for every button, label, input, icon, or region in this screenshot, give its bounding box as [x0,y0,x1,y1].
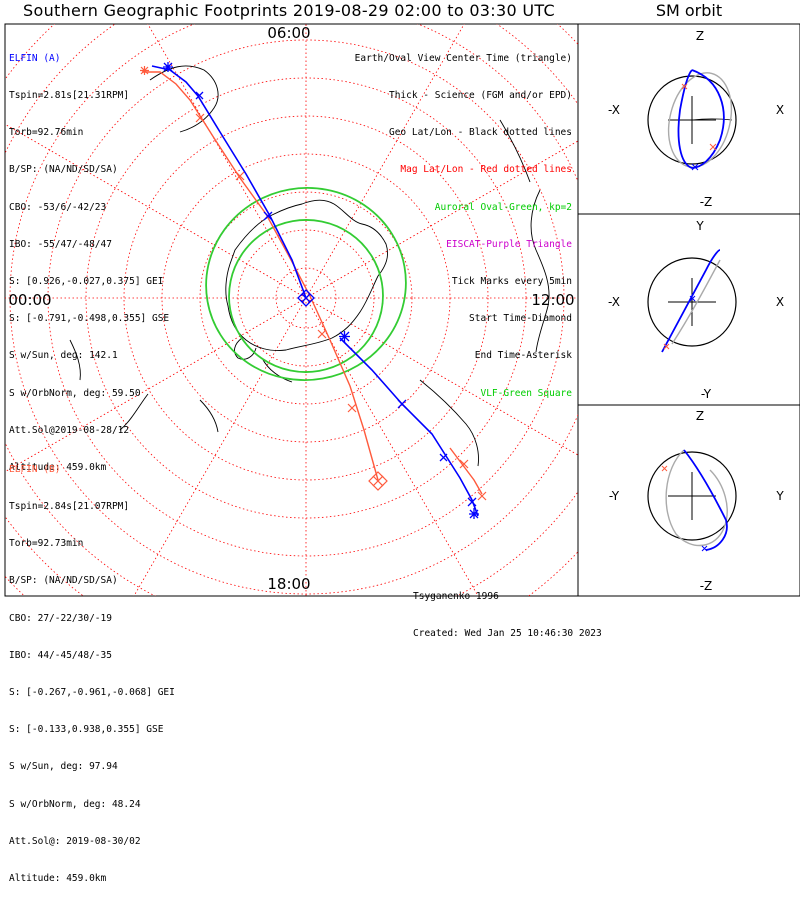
sm1-left: -X [608,103,620,117]
elfin-a-track [151,65,307,299]
legend-item: VLF-Green Square [480,387,572,399]
elfin-a-line: S: [0.926,-0.027,0.375] GEI [9,276,164,288]
elfin-a-markers [163,62,479,519]
legend-item: Geo Lat/Lon - Black dotted lines [388,127,572,139]
elfin-a-line: Altitude: 459.0km [9,462,107,474]
legend-item: Start Time-Diamond [469,313,572,325]
sm1-top: Z [696,29,704,43]
sm2-left: -X [608,295,620,309]
credits: Tsyganenko-1996 Created: Wed Jan 25 10:4… [413,566,602,653]
legend-item: Mag Lat/Lon - Red dotted lines [400,164,572,176]
elfin-b-line: IBO: 44/-45/48/-35 [9,649,112,661]
legend-item: End Time-Asterisk [474,350,572,362]
elfin-b-line: Torb=92.73min [9,538,84,550]
time-label-bottom: 18:00 [267,575,310,593]
elfin-b-name: ELFIN (B) [9,463,61,475]
elfin-a-line: B/SP: (NA/ND/SD/SA) [9,164,118,176]
elfin-a-name: ELFIN (A) [9,52,61,64]
elfin-b-line: S: [-0.267,-0.961,-0.068] GEI [9,687,175,699]
time-label-right: 12:00 [531,291,574,309]
elfin-a-line: Att.Sol@2019-08-28/12 [9,424,130,436]
grid-circle [275,267,337,329]
time-label-top: 06:00 [267,24,310,42]
elfin-a-line: S w/Sun, deg: 142.1 [9,350,118,362]
sm2-right: X [776,295,784,309]
legend-item: Auroral Oval-Green, kp=2 [434,201,572,213]
elfin-a-info: ELFIN (A) Tspin=2.81s[21.31RPM] Torb=92.… [9,28,169,487]
elfin-a-line: S w/OrbNorm, deg: 59.50 [9,387,141,399]
legend-item: Tick Marks every 5min [451,276,572,288]
elfin-a-line: Tspin=2.81s[21.31RPM] [9,90,130,102]
grid-circle [123,115,489,481]
sm-frame [577,23,800,597]
elfin-b-markers [140,66,388,491]
sm-panel-1: Z -Z -X X [608,29,784,209]
sm1-right: X [776,103,784,117]
sm-panel-3: Z -Z -Y Y [609,409,784,593]
sm3-right: Y [775,489,784,503]
elfin-b-line: S w/OrbNorm, deg: 48.24 [9,798,141,810]
antarctica-coastline [225,199,389,383]
elfin-b-track-2 [449,447,483,495]
sm3-bottom: -Z [700,579,713,593]
grid-circle [47,39,565,557]
created-date: Created: Wed Jan 25 10:46:30 2023 [413,628,602,640]
elfin-b-info: ELFIN (B) Tspin=2.84s[21.07RPM] Torb=92.… [9,439,175,898]
elfin-a-line: IBO: -55/47/-48/47 [9,238,112,250]
time-label-left: 00:00 [8,291,51,309]
elfin-a-line: S: [-0.791,-0.498,0.355] GSE [9,313,170,325]
auroral-oval-outer [205,186,407,382]
legend-item: EISCAT-Purple Triangle [446,238,572,250]
sm2-top: Y [695,219,704,233]
elfin-b-line: CBO: 27/-22/30/-19 [9,612,112,624]
other-coastlines [69,65,550,467]
elfin-b-line: Att.Sol@: 2019-08-30/02 [9,835,141,847]
elfin-b-line: B/SP: (NA/ND/SD/SA) [9,575,118,587]
elfin-b-track [142,71,379,481]
elfin-a-line: Torb=92.76min [9,127,84,139]
legend-item: Thick - Science (FGM and/or EPD) [388,90,572,102]
grid-circle [199,191,413,405]
legend: Earth/Oval View Center Time (triangle) T… [355,28,572,412]
sm-orbit-title: SM orbit [655,1,723,20]
sm3-left: -Y [609,489,620,503]
footprint-map: 06:00 00:00 12:00 18:00 [4,23,800,597]
legend-item: Earth/Oval View Center Time (triangle) [354,52,572,64]
model-credit: Tsyganenko-1996 [413,590,499,602]
plot-title: Southern Geographic Footprints 2019-08-2… [23,1,555,20]
sm-panel-2: Y -Y -X X [608,219,784,401]
elfin-b-line: S: [-0.133,0.938,0.355] GSE [9,724,164,736]
sm3-top: Z [696,409,704,423]
sm2-bottom: -Y [701,387,712,401]
elfin-a-line: CBO: -53/6/-42/23 [9,201,107,213]
mag-grid [5,24,578,596]
elfin-a-track-2 [339,337,479,517]
elfin-b-line: Altitude: 459.0km [9,873,107,885]
elfin-b-line: S w/Sun, deg: 97.94 [9,761,118,773]
sm1-bottom: -Z [700,195,713,209]
elfin-b-line: Tspin=2.84s[21.07RPM] [9,501,130,513]
auroral-oval-inner [228,219,384,373]
elfin-b-markers-2 [459,459,487,501]
